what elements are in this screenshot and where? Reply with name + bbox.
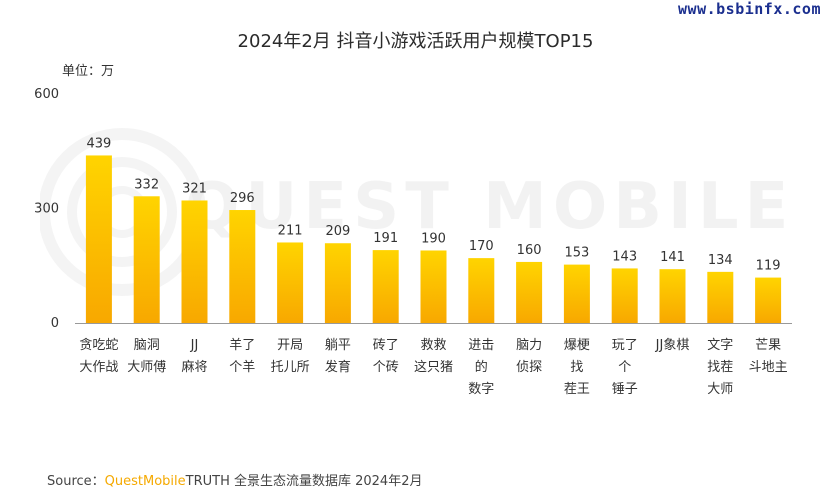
- source-brand: QuestMobile: [104, 474, 186, 489]
- y-tick-label: 600: [34, 87, 59, 102]
- bar: [372, 250, 399, 323]
- bar: [707, 271, 734, 323]
- x-tick-label: 数字: [468, 382, 494, 397]
- x-tick-label: 脑洞: [134, 338, 160, 353]
- bar: [659, 269, 686, 323]
- x-tick-label: 救救: [420, 337, 446, 353]
- x-tick-label: 开局: [277, 338, 303, 353]
- bar: [133, 196, 160, 323]
- x-tick-label: 个砖: [373, 360, 399, 375]
- data-label: 209: [325, 224, 350, 239]
- source-rest: TRUTH 全景生态流量数据库 2024年2月: [185, 474, 423, 489]
- data-label: 321: [182, 181, 207, 196]
- bar: [181, 200, 208, 323]
- x-tick-label: 托儿所: [271, 360, 310, 375]
- x-tick-label: 麻将: [181, 360, 207, 375]
- bar: [611, 268, 638, 323]
- value-labels-group: 439 332 321 296 211 209 191 190 170 160 153 143 141 1…: [86, 136, 780, 273]
- source-prefix: Source：: [47, 474, 105, 489]
- x-tick-label: 找: [570, 360, 583, 375]
- chart-title: 2024年2月 抖音小游戏活跃用户规模TOP15: [237, 31, 594, 52]
- x-tick-label: 大师傅: [127, 360, 166, 375]
- x-tick-label: 文字: [707, 338, 733, 353]
- x-tick-label: 脑力: [516, 338, 542, 353]
- bar: [277, 242, 304, 323]
- y-tick-label: 300: [34, 202, 59, 217]
- x-tick-label: 侦探: [516, 360, 542, 375]
- x-tick-label: 芒果: [755, 337, 781, 353]
- data-label: 134: [708, 253, 733, 268]
- x-tick-label: 锤子: [612, 382, 638, 397]
- x-tick-label: 爆梗: [564, 338, 590, 353]
- x-tick-label: JJ象棋: [655, 338, 690, 353]
- data-label: 153: [564, 246, 589, 261]
- data-label: 332: [134, 177, 159, 192]
- bar: [563, 264, 590, 323]
- data-label: 160: [517, 243, 542, 258]
- bar: [755, 277, 782, 323]
- x-tick-label: 玩了: [612, 338, 638, 353]
- x-tick-label: 大师: [707, 382, 733, 397]
- x-tick-label: 个羊: [229, 359, 255, 375]
- data-label: 141: [660, 250, 685, 265]
- bar: [468, 258, 495, 323]
- x-tick-label: JJ: [190, 338, 199, 353]
- x-tick-label: 进击: [468, 338, 494, 353]
- x-tick-label: 发育: [325, 359, 351, 375]
- data-label: 191: [373, 231, 398, 246]
- bar: [324, 243, 351, 323]
- bar: [229, 210, 256, 323]
- y-tick-label: 0: [51, 316, 59, 331]
- x-tick-label: 个: [618, 360, 631, 375]
- data-label: 439: [86, 136, 111, 151]
- x-tick-label: 的: [475, 359, 488, 375]
- y-axis: 0 300 600: [34, 87, 59, 331]
- bar: [516, 261, 543, 323]
- x-tick-label: 茬王: [564, 382, 590, 397]
- data-label: 170: [469, 239, 494, 254]
- source-note: Source：QuestMobileTRUTH 全景生态流量数据库 2024年2…: [47, 470, 422, 489]
- x-tick-label: 贪吃蛇: [79, 337, 118, 353]
- bar: [420, 250, 447, 323]
- x-tick-label: 砖了: [373, 338, 399, 353]
- site-watermark: www.bsbinfx.com: [678, 0, 821, 18]
- x-tick-label: 羊了: [229, 337, 255, 353]
- x-tick-label: 这只猪: [414, 359, 453, 375]
- x-tick-label: 斗地主: [749, 360, 788, 375]
- data-label: 119: [756, 259, 781, 274]
- x-tick-label: 躺平: [325, 337, 351, 353]
- x-tick-label: 找茬: [707, 360, 733, 375]
- unit-label: 单位：万: [62, 64, 115, 79]
- data-label: 190: [421, 231, 446, 246]
- x-tick-label: 大作战: [79, 360, 118, 375]
- bar: [85, 155, 112, 323]
- data-label: 143: [612, 249, 637, 264]
- data-label: 296: [230, 191, 255, 206]
- bars-group: [85, 155, 782, 323]
- data-label: 211: [278, 223, 303, 238]
